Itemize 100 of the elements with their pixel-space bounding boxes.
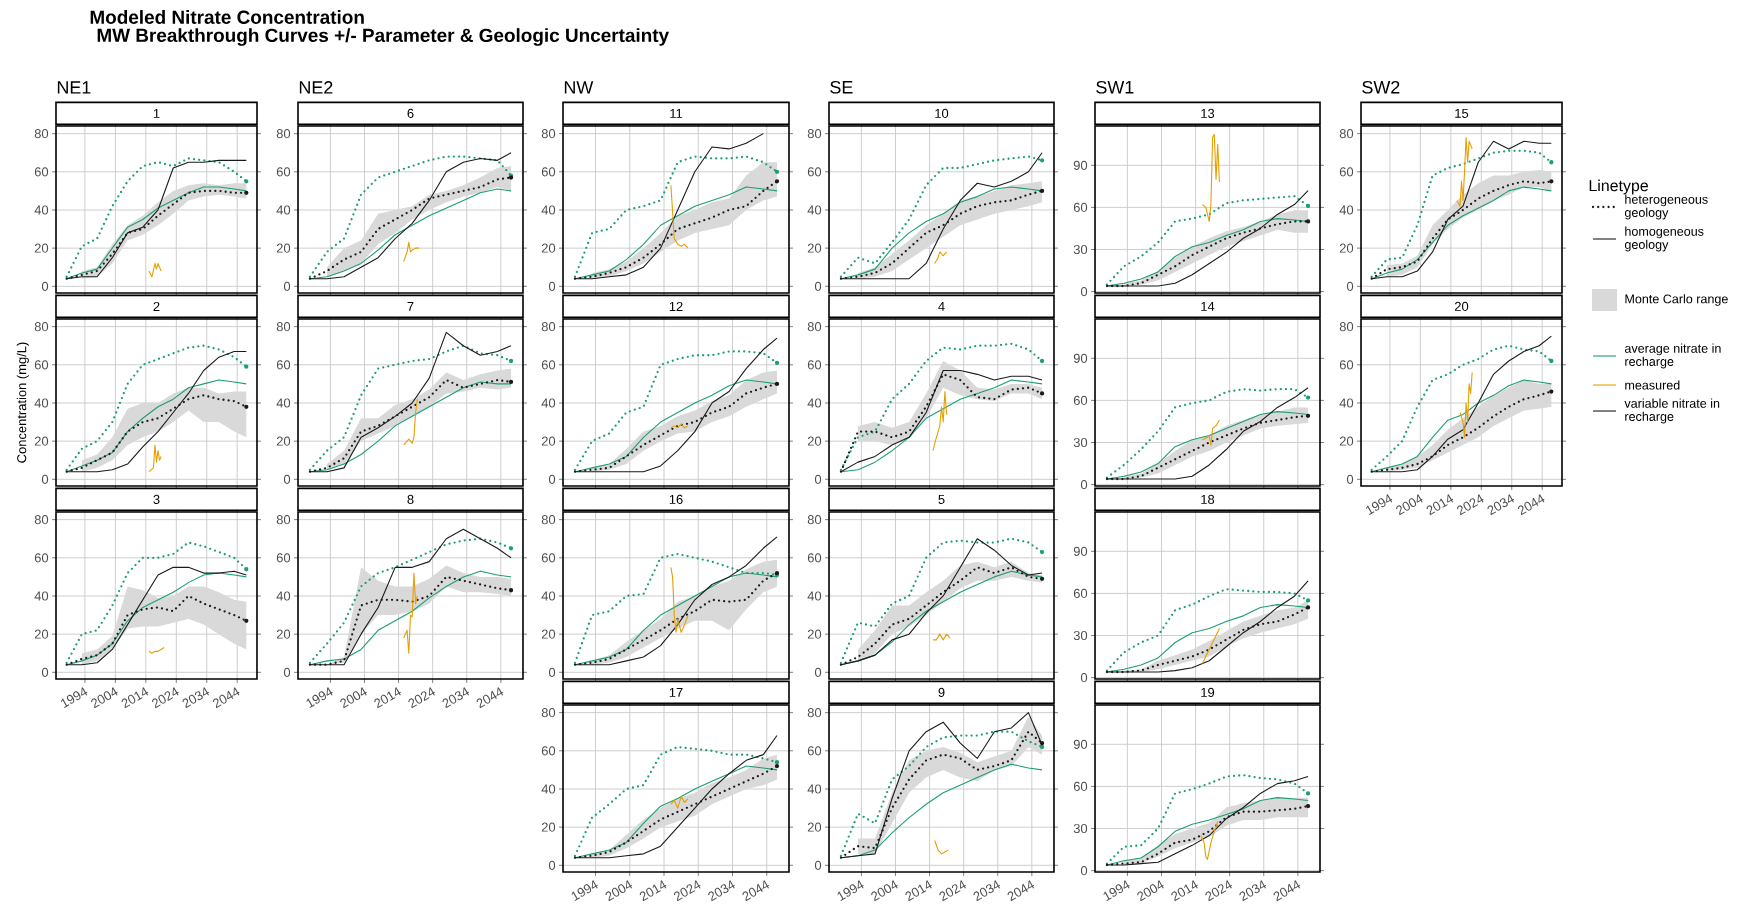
y-tick-label: 60 (541, 360, 556, 370)
y-tick-label: 0 (1080, 866, 1088, 876)
x-tick-label: 2034 (182, 687, 210, 709)
chart-subtitle: NE1 (57, 81, 91, 94)
y-tick-label: 80 (541, 708, 556, 718)
text: Monte Carlo range (1625, 294, 1728, 306)
y-tick-label: 40 (541, 591, 556, 601)
y-tick-label: 0 (41, 281, 49, 291)
y-tick-label: 60 (807, 360, 822, 370)
y-tick-label: 60 (541, 167, 556, 177)
y-tick-label: 80 (276, 515, 291, 525)
text: average nitrate in recharge (1624, 343, 1721, 369)
x-tick-label: 2034 (1487, 494, 1515, 516)
y-axis-title: Concentration (mg/L) (16, 342, 29, 463)
y-tick-label: 40 (1339, 398, 1354, 408)
y-tick-label: 30 (1073, 437, 1088, 448)
x-tick-label: 2034 (708, 880, 735, 902)
y-tick-label: 40 (34, 398, 49, 408)
y-tick-label: 20 (541, 243, 556, 253)
y-tick-label: 20 (1339, 436, 1354, 446)
chart-title: 1 (153, 108, 160, 118)
y-tick-label: 0 (548, 281, 556, 291)
y-tick-label: 0 (283, 281, 291, 291)
x-tick-label: 2004 (871, 880, 898, 902)
y-tick-label: 80 (34, 515, 49, 525)
y-tick-label: 80 (34, 129, 49, 139)
y-tick-label: 60 (1073, 202, 1088, 212)
y-tick-label: 80 (541, 322, 556, 332)
x-tick-label: 2034 (973, 880, 1001, 902)
x-tick-label: 2044 (476, 687, 504, 709)
y-tick-label: 40 (541, 784, 556, 794)
chart-title: 5 (938, 494, 945, 504)
y-tick-label: 0 (814, 474, 822, 484)
y-tick-label: 20 (807, 822, 822, 832)
y-tick-label: 90 (1073, 739, 1088, 749)
chart-title: 14 (1201, 301, 1215, 311)
text: variable nitrate in recharge (1624, 398, 1720, 424)
x-tick-label: 2014 (1171, 880, 1198, 902)
y-tick-label: 40 (34, 205, 49, 215)
x-tick-label: 2004 (605, 880, 633, 902)
text: homogeneous geology (1624, 226, 1704, 252)
x-tick-label: 2014 (639, 880, 667, 902)
y-tick-label: 60 (541, 553, 556, 563)
x-tick-label: 2004 (1396, 494, 1423, 516)
y-tick-label: 0 (814, 860, 822, 870)
x-tick-label: 1994 (1366, 494, 1393, 515)
y-tick-label: 60 (34, 553, 49, 563)
y-tick-label: 80 (807, 515, 822, 525)
x-tick-label: 2034 (442, 687, 470, 709)
y-tick-label: 90 (1073, 353, 1088, 363)
x-tick-label: 2024 (1457, 494, 1484, 516)
chart-subtitle: SW2 (1362, 80, 1400, 94)
y-tick-label: 40 (541, 398, 556, 408)
y-tick-label: 20 (34, 243, 49, 253)
y-tick-label: 60 (1073, 588, 1088, 598)
text: heterogeneous geology (1624, 194, 1708, 220)
y-tick-label: 20 (541, 822, 556, 832)
y-tick-label: 80 (1339, 129, 1354, 139)
chart-title: 20 (1454, 301, 1469, 311)
x-tick-label: 1994 (571, 880, 598, 901)
y-tick-label: 60 (541, 746, 556, 756)
y-tick-label: 90 (1073, 160, 1088, 170)
x-tick-label: 2034 (1239, 880, 1267, 902)
y-tick-label: 60 (807, 746, 822, 756)
legend-title: Linetype (1589, 179, 1648, 195)
x-tick-label: 2014 (374, 687, 401, 709)
chart-title: 12 (669, 301, 683, 311)
y-tick-label: 20 (541, 436, 556, 446)
y-tick-label: 0 (1080, 673, 1088, 683)
y-tick-label: 80 (276, 129, 291, 139)
y-tick-label: 0 (41, 474, 49, 484)
x-tick-label: 2044 (1007, 880, 1035, 902)
x-tick-label: 1994 (837, 880, 864, 901)
y-tick-label: 60 (1073, 781, 1088, 791)
x-tick-label: 2014 (121, 687, 149, 709)
y-tick-label: 0 (548, 474, 556, 484)
y-tick-label: 40 (541, 205, 556, 215)
y-tick-label: 60 (807, 167, 822, 177)
x-tick-label: 1994 (61, 687, 88, 708)
y-tick-label: 0 (814, 667, 822, 677)
text: measured (1625, 380, 1680, 390)
chart-title: 3 (153, 494, 160, 504)
y-tick-label: 40 (807, 591, 822, 601)
chart-title: 6 (407, 108, 414, 118)
x-tick-label: 2004 (1137, 880, 1164, 902)
y-tick-label: 0 (548, 860, 556, 870)
y-tick-label: 40 (807, 205, 822, 215)
y-tick-label: 20 (34, 629, 49, 639)
y-tick-label: 0 (1346, 474, 1354, 484)
y-tick-label: 60 (276, 360, 291, 370)
y-tick-label: 20 (807, 243, 822, 253)
x-tick-label: 2044 (742, 880, 770, 902)
x-tick-label: 2024 (673, 880, 701, 902)
y-tick-label: 80 (276, 322, 291, 332)
chart-title: 17 (669, 687, 683, 697)
y-tick-label: 20 (807, 436, 822, 446)
y-tick-label: 60 (807, 553, 822, 563)
chart-title: 18 (1201, 494, 1215, 504)
chart-title: 19 (1201, 687, 1215, 697)
chart-title: 2 (153, 301, 160, 311)
